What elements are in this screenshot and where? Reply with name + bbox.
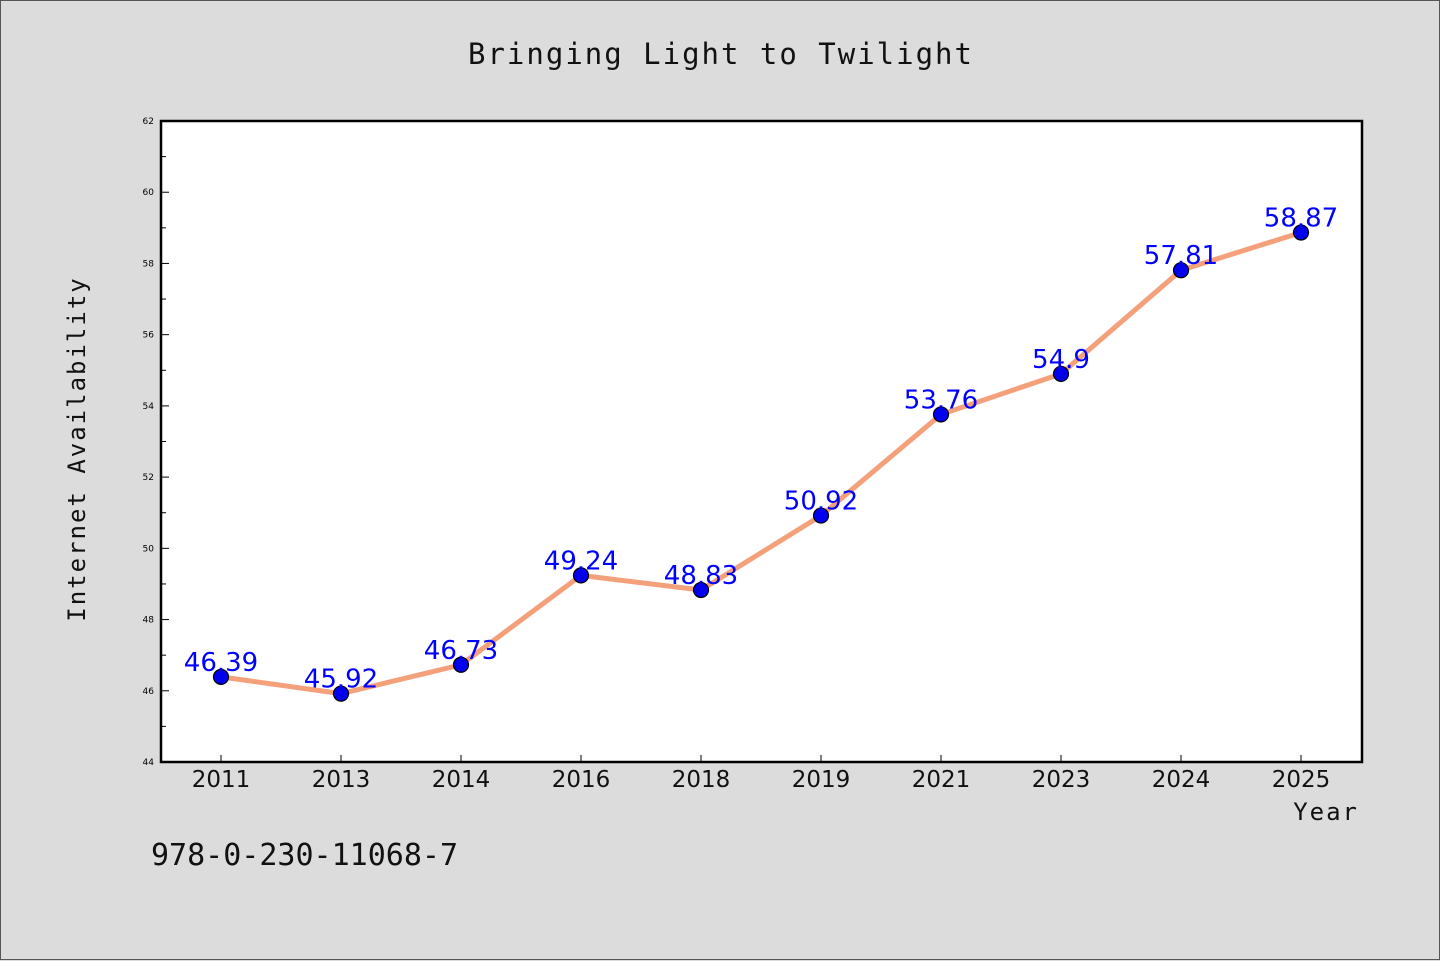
- data-label: 54.9: [1032, 345, 1090, 375]
- data-point: [212, 668, 230, 685]
- footer-code: 978-0-230-11068-7: [151, 838, 458, 873]
- data-label: 49.24: [544, 546, 618, 576]
- data-label: 45.92: [304, 665, 378, 695]
- y-tick-label: 58: [143, 259, 155, 269]
- data-point: [1172, 262, 1190, 279]
- plot-area: [159, 119, 1364, 764]
- data-point: [812, 507, 830, 524]
- data-label: 48.83: [664, 561, 738, 591]
- y-tick-label: 56: [143, 331, 155, 341]
- data-point: [332, 685, 350, 702]
- y-tick-label: 52: [143, 473, 154, 483]
- series-line-group: [218, 229, 1304, 697]
- x-tick-label: 2025: [1272, 767, 1331, 793]
- data-point: [572, 567, 590, 584]
- x-tick-label: 2013: [312, 767, 371, 793]
- y-tick-label: 60: [143, 188, 155, 198]
- y-tick-label: 54: [143, 402, 155, 412]
- y-axis-label: Internet Availability: [63, 276, 91, 621]
- x-tick-label: 2018: [672, 767, 731, 793]
- x-tick-label: 2011: [192, 767, 251, 793]
- series-line: [218, 229, 1304, 697]
- data-label: 53.76: [904, 385, 978, 415]
- data-label: 50.92: [784, 487, 858, 517]
- data-label: 46.73: [424, 636, 498, 666]
- data-point: [692, 581, 710, 599]
- y-tick-label: 44: [143, 758, 155, 768]
- data-point: [452, 656, 470, 673]
- data-label: 58.87: [1264, 203, 1338, 233]
- x-tick-label: 2019: [792, 767, 851, 793]
- x-axis-label: Year: [1293, 798, 1359, 826]
- x-axis-ticks: 2011 2013 2014 2016 2018 2019 2021 2023 2024 2025: [192, 755, 1331, 793]
- data-label: 57.81: [1144, 241, 1218, 271]
- chart-title: Bringing Light to Twilight: [468, 37, 974, 71]
- y-tick-label: 46: [143, 687, 155, 697]
- x-tick-label: 2024: [1152, 767, 1211, 793]
- data-label: 46.39: [184, 648, 258, 678]
- data-labels: 46.39 45.92 46.73 49.24 48.83 50.92 53.76 54.9 5…: [184, 203, 1338, 694]
- y-tick-label: 50: [143, 544, 155, 554]
- y-tick-label: 48: [143, 616, 155, 626]
- x-tick-label: 2023: [1032, 767, 1091, 793]
- x-tick-label: 2014: [432, 767, 491, 793]
- data-point: [1052, 365, 1070, 382]
- data-point: [1292, 224, 1310, 241]
- data-point: [932, 406, 950, 423]
- x-tick-label: 2016: [552, 767, 611, 793]
- y-axis-ticks: 44 46 48 50 52 54 56 58 60 62: [143, 117, 169, 768]
- x-tick-label: 2021: [912, 767, 971, 793]
- data-markers: [212, 224, 1310, 702]
- y-tick-label: 62: [143, 117, 154, 127]
